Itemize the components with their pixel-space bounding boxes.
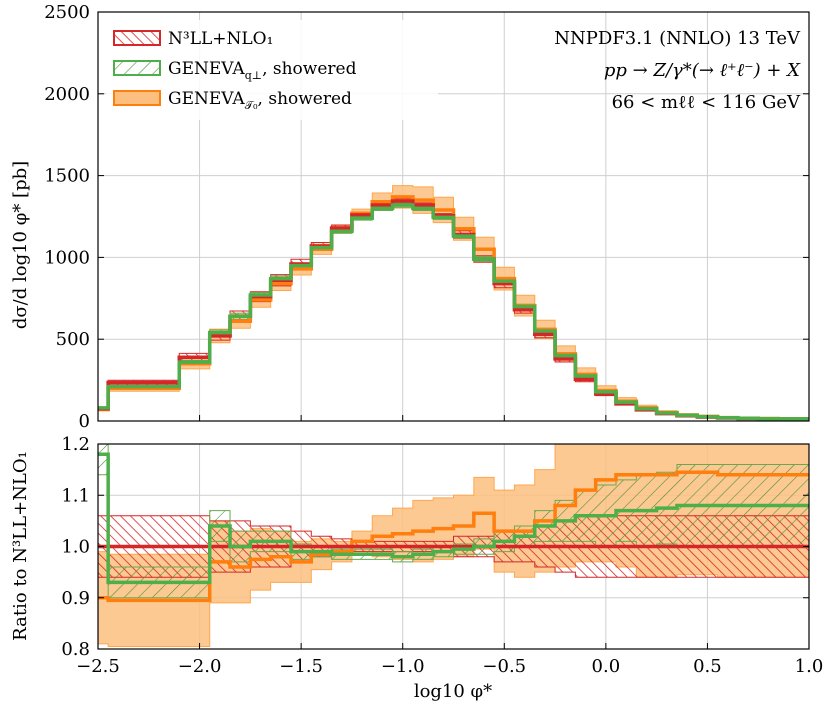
legend-item-geneva-tau0: GENEVA𝒯₀, showered — [113, 89, 352, 112]
main-frame — [97, 11, 810, 422]
main-y-tick-label: 1000 — [44, 247, 90, 268]
ratio-y-tick-label: 1.0 — [61, 537, 90, 558]
legend-item-n3ll: N³LL+NLO₁ — [113, 29, 273, 49]
main-y-tick-label: 0 — [79, 411, 90, 432]
main-lines — [98, 195, 809, 421]
ratio-y-axis-title: Ratio to N³LL+NLO₁ — [10, 451, 31, 641]
legend-background — [106, 20, 438, 120]
main-y-tick-label: 1500 — [44, 166, 90, 187]
ratio-x-tick-label: −1.5 — [279, 656, 323, 677]
annotation-process: pp → Z/γ*(→ ℓ⁺ℓ⁻) + X — [604, 60, 801, 81]
ratio-line-geneva-qt — [98, 452, 809, 585]
main-y-axis-title: dσ/d log10 φ* [pb] — [10, 161, 31, 329]
annotation-mass-window: 66 < mℓℓ < 116 GeV — [612, 92, 801, 113]
ratio-y-tick-label: 0.9 — [61, 588, 90, 609]
ratio-y-tick-label: 0.8 — [61, 639, 90, 660]
legend-swatch-geneva-qt — [113, 60, 161, 76]
ratio-panel: 0.80.91.01.11.2 −2.5 −2.0 −1.5 −1.0 −0.5 0.0 0… — [10, 415, 823, 702]
x-axis-title: log10 φ* — [414, 681, 492, 702]
main-line-geneva-qt — [98, 203, 809, 421]
legend-label-geneva-tau0: GENEVA𝒯₀, showered — [168, 89, 352, 112]
ratio-x-tick-label: −2.0 — [178, 656, 222, 677]
ratio-band-geneva-qt — [98, 444, 809, 599]
legend: N³LL+NLO₁ GENEVAq⊥, showered GENEVA𝒯₀, s… — [106, 20, 438, 120]
main-y-ticks: 0 500 1000 1500 2000 2500 — [44, 2, 809, 432]
legend-label-n3ll: N³LL+NLO₁ — [168, 29, 273, 49]
ratio-x-ticks: −2.5 −2.0 −1.5 −1.0 −0.5 0.0 0.5 1.0 — [76, 415, 823, 677]
ratio-bands — [98, 444, 809, 647]
legend-label-geneva-qt: GENEVAq⊥, showered — [168, 59, 357, 82]
main-y-tick-label: 2500 — [44, 2, 90, 23]
ratio-x-tick-label: 0.5 — [693, 656, 722, 677]
ratio-y-tick-label: 1.2 — [61, 434, 90, 455]
ratio-x-tick-label: −2.5 — [76, 656, 120, 677]
legend-swatch-n3ll — [113, 30, 161, 46]
ratio-line-geneva-tau0 — [98, 470, 809, 603]
legend-item-geneva-qt: GENEVAq⊥, showered — [113, 59, 357, 82]
legend-swatch-geneva-tau0 — [113, 90, 161, 106]
ratio-x-tick-label: 0.0 — [592, 656, 621, 677]
ratio-x-tick-label: 1.0 — [795, 656, 824, 677]
main-y-tick-label: 500 — [56, 329, 90, 350]
ratio-y-tick-label: 1.1 — [61, 485, 90, 506]
annotation-pdf-energy: NNPDF3.1 (NNLO) 13 TeV — [554, 28, 801, 49]
main-y-tick-label: 2000 — [44, 84, 90, 105]
ratio-x-tick-label: −1.0 — [381, 656, 425, 677]
ratio-y-ticks: 0.8 0.9 1.0 1.1 1.2 — [61, 434, 809, 660]
ratio-x-tick-label: −0.5 — [482, 656, 526, 677]
ratio-lines — [98, 452, 809, 603]
